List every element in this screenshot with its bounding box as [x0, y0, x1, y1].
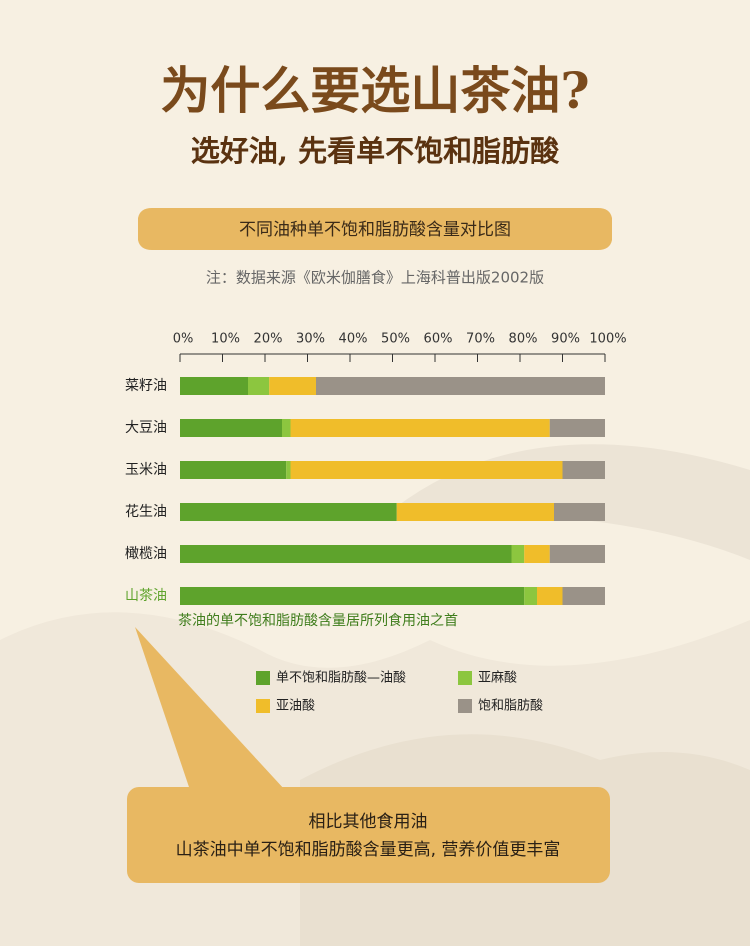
- x-tick-label: 0%: [173, 332, 194, 347]
- x-tick-label: 10%: [211, 332, 240, 347]
- callout-text: 相比其他食用油: [309, 812, 428, 832]
- chart: 0% 10% 20% 30% 40% 50% 60% 70% 80% 90% 100% 菜籽油大豆油玉…: [125, 332, 627, 714]
- x-tick-label: 90%: [551, 332, 580, 347]
- category-label: 大豆油: [125, 420, 167, 436]
- legend-label: 饱和脂肪酸: [478, 698, 543, 714]
- page-subtitle: 选好油, 先看单不饱和脂肪酸: [191, 134, 560, 168]
- bar-segment: [248, 377, 270, 395]
- x-tick-label: 70%: [466, 332, 495, 347]
- bar-segment: [316, 377, 605, 395]
- bar-segment: [524, 587, 537, 605]
- bar-segment: [396, 503, 554, 521]
- legend-swatch: [458, 699, 472, 713]
- page-title: 为什么要选山茶油?: [160, 61, 589, 120]
- chart-annotation: 茶油的单不饱和脂肪酸含量居所列食用油之首: [178, 612, 458, 629]
- legend-label: 亚油酸: [276, 699, 315, 714]
- x-tick-label: 50%: [381, 332, 410, 347]
- bar-segment: [286, 461, 291, 479]
- bar-segment: [554, 503, 605, 521]
- category-label: 山茶油: [125, 588, 167, 604]
- bar-segment: [180, 545, 512, 563]
- bar-segment: [290, 419, 550, 437]
- bar-segment: [180, 503, 397, 521]
- x-tick-label: 30%: [296, 332, 325, 347]
- callout-text: 山茶油中单不饱和脂肪酸含量更高, 营养价值更丰富: [176, 840, 561, 860]
- banner-text: 不同油种单不饱和脂肪酸含量对比图: [239, 220, 511, 240]
- bar-segment: [524, 545, 550, 563]
- bar-segment: [562, 461, 605, 479]
- banner: [138, 208, 612, 250]
- bar-segment: [180, 419, 282, 437]
- bar-segment: [537, 587, 563, 605]
- callout-pointer: [135, 627, 285, 790]
- bar-segment: [180, 377, 248, 395]
- bar-segment: [549, 419, 605, 437]
- bar-segment: [180, 587, 525, 605]
- x-tick-label: 60%: [424, 332, 453, 347]
- category-label: 花生油: [125, 504, 167, 520]
- legend-swatch: [256, 671, 270, 685]
- x-tick-label: 20%: [254, 332, 283, 347]
- source-note: 注：数据来源《欧米伽膳食》上海科普出版2002版: [206, 269, 544, 287]
- x-tick-label: 40%: [339, 332, 368, 347]
- category-label: 玉米油: [125, 462, 167, 478]
- x-tick-label: 100%: [589, 332, 626, 347]
- legend-swatch: [256, 699, 270, 713]
- category-label: 橄榄油: [125, 546, 167, 562]
- bar-segment: [180, 461, 287, 479]
- bar-segment: [511, 545, 525, 563]
- callout-box: [127, 787, 610, 883]
- legend-label: 单不饱和脂肪酸—油酸: [276, 670, 406, 686]
- bar-segment: [562, 587, 605, 605]
- legend-label: 亚麻酸: [478, 671, 517, 686]
- bar-segment: [290, 461, 563, 479]
- category-label: 菜籽油: [125, 378, 167, 394]
- x-tick-label: 80%: [509, 332, 538, 347]
- bar-segment: [269, 377, 316, 395]
- bar-segment: [282, 419, 291, 437]
- legend-swatch: [458, 671, 472, 685]
- bar-segment: [549, 545, 605, 563]
